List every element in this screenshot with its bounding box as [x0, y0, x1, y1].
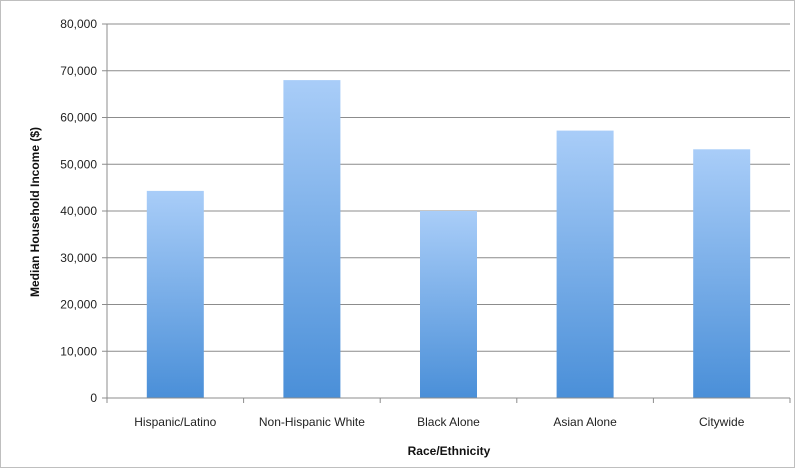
- y-tick-label: 10,000: [60, 344, 97, 358]
- y-tick-label: 30,000: [60, 251, 97, 265]
- bar: [283, 80, 341, 398]
- x-tick-label: Black Alone: [417, 415, 480, 429]
- tick-labels: 0 10,000 20,000 30,000 40,000 50,000 60,000 70,…: [60, 17, 744, 429]
- y-tick-label: 40,000: [60, 204, 97, 218]
- x-tick-label: Citywide: [699, 415, 745, 429]
- bar: [146, 190, 204, 398]
- y-tick-label: 80,000: [60, 17, 97, 31]
- bar: [693, 149, 751, 398]
- bars: [146, 80, 751, 398]
- bar: [420, 211, 477, 398]
- axes: [102, 23, 791, 403]
- y-tick-label: 70,000: [60, 64, 97, 78]
- y-tick-label: 20,000: [60, 298, 97, 312]
- x-tick-label: Hispanic/Latino: [134, 415, 216, 429]
- x-tick-label: Asian Alone: [553, 415, 617, 429]
- y-axis-title: Median Household Income ($): [28, 127, 42, 297]
- y-tick-label: 50,000: [60, 157, 97, 171]
- x-tick-label: Non-Hispanic White: [259, 415, 365, 429]
- gridlines: [107, 23, 790, 352]
- x-axis-title: Race/Ethnicity: [408, 444, 491, 458]
- bar: [556, 130, 614, 398]
- y-tick-label: 0: [90, 391, 97, 405]
- y-tick-label: 60,000: [60, 111, 97, 125]
